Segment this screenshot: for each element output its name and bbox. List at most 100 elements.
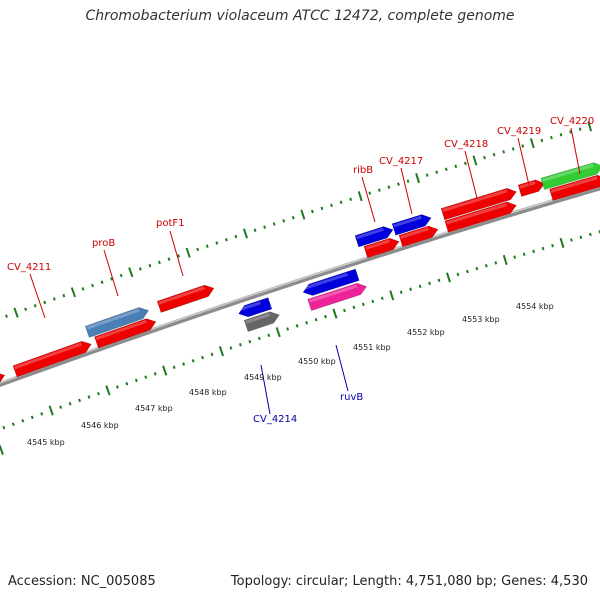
scale-label: 4549 kbp [244,373,282,382]
tick-mark [100,280,104,284]
forward-gene-arrow [398,225,439,248]
tick-mark [406,179,410,183]
tick-mark [119,273,123,278]
tick-mark [339,200,343,205]
label-leader-line [361,176,376,223]
forward-feature-label: potF1 [156,218,185,229]
tick-mark [144,375,148,379]
forward-feature-label: CV_4218 [444,139,488,150]
tick-mark [115,385,119,389]
tick-mark [30,415,34,420]
tick-mark [305,321,309,325]
forward-gene-arrow [12,340,92,378]
tick-mark [78,398,82,403]
tick-mark [371,299,375,304]
scale-label: 4553 kbp [462,315,500,324]
reverse-gene-arrow [302,268,360,296]
tick-mark [310,209,314,214]
tick-mark [148,263,152,268]
tick-mark [446,272,451,283]
label-leader-line [570,127,581,175]
tick-mark [52,297,56,301]
tick-mark [62,293,66,298]
forward-gene-arrow [156,284,215,313]
label-leader-line [335,344,349,392]
tick-mark [320,206,324,211]
tick-mark [238,343,242,347]
tick-mark [24,307,28,311]
tick-mark [182,362,186,366]
tick-mark [330,203,333,208]
tick-mark [43,300,47,305]
tick-mark [128,267,134,278]
tick-mark [332,308,338,319]
tick-mark [513,255,517,259]
tick-mark [484,264,488,268]
tick-mark [70,287,77,298]
tick-mark [425,173,429,177]
tick-mark [522,252,526,256]
tick-mark [465,269,469,274]
label-leader-line [169,230,184,277]
tick-mark [68,402,72,406]
forward-gene-arrow [0,371,6,391]
backbone-line [0,185,600,388]
tick-mark [33,304,37,308]
forward-gene-arrow [354,226,394,248]
tick-mark [59,405,63,409]
tick-mark [248,339,252,344]
tick-mark [415,173,421,184]
tick-mark [224,238,228,242]
inner-tick-track [2,230,600,430]
tick-mark [352,305,356,310]
tick-mark [380,296,384,301]
feature-track [0,162,600,391]
outer-tick-track [0,121,593,455]
tick-mark [397,182,400,186]
scale-label: 4548 kbp [189,388,227,397]
tick-mark [349,197,353,201]
tick-mark [472,155,478,166]
scale-label: 4545 kbp [27,438,65,447]
tick-mark [492,152,496,157]
forward-gene-arrow [391,214,432,236]
tick-mark [48,405,54,416]
feature-labels: CV_4211 proB potF1 ribB CV_4217 CV_4218 CV_421… [7,116,594,425]
tick-mark [418,284,422,289]
tick-mark [234,234,238,239]
tick-mark [456,272,460,277]
scale-label: 4554 kbp [516,302,554,311]
tick-mark [87,395,91,399]
label-leader-line [260,364,271,415]
tick-mark [291,215,295,220]
tick-mark [494,261,498,265]
tick-mark [134,378,138,383]
tick-mark [324,314,327,319]
tick-mark [105,385,111,396]
forward-gene-arrow [84,307,150,338]
tick-mark [185,247,191,258]
forward-gene-arrow [94,318,157,349]
forward-feature-label: CV_4219 [497,126,541,137]
tick-mark [463,161,467,166]
forward-feature-label: CV_4220 [550,116,594,127]
tick-mark [5,314,8,318]
forward-feature-label: ribB [353,165,373,176]
tick-mark [153,372,157,376]
label-leader-line [103,249,119,297]
scale-label: 4552 kbp [407,328,445,337]
tick-mark [529,138,535,149]
tick-mark [409,287,413,292]
reverse-gene-arrow [307,282,368,312]
tick-mark [125,381,129,386]
forward-gene-arrow [444,201,517,233]
tick-mark [532,249,535,254]
label-leader-line [29,273,46,319]
tick-mark [191,359,195,363]
tick-mark [91,283,94,288]
tick-mark [0,444,4,455]
tick-mark [286,327,290,331]
tick-mark [587,121,593,132]
tick-mark [21,419,25,423]
tick-mark [295,324,299,328]
